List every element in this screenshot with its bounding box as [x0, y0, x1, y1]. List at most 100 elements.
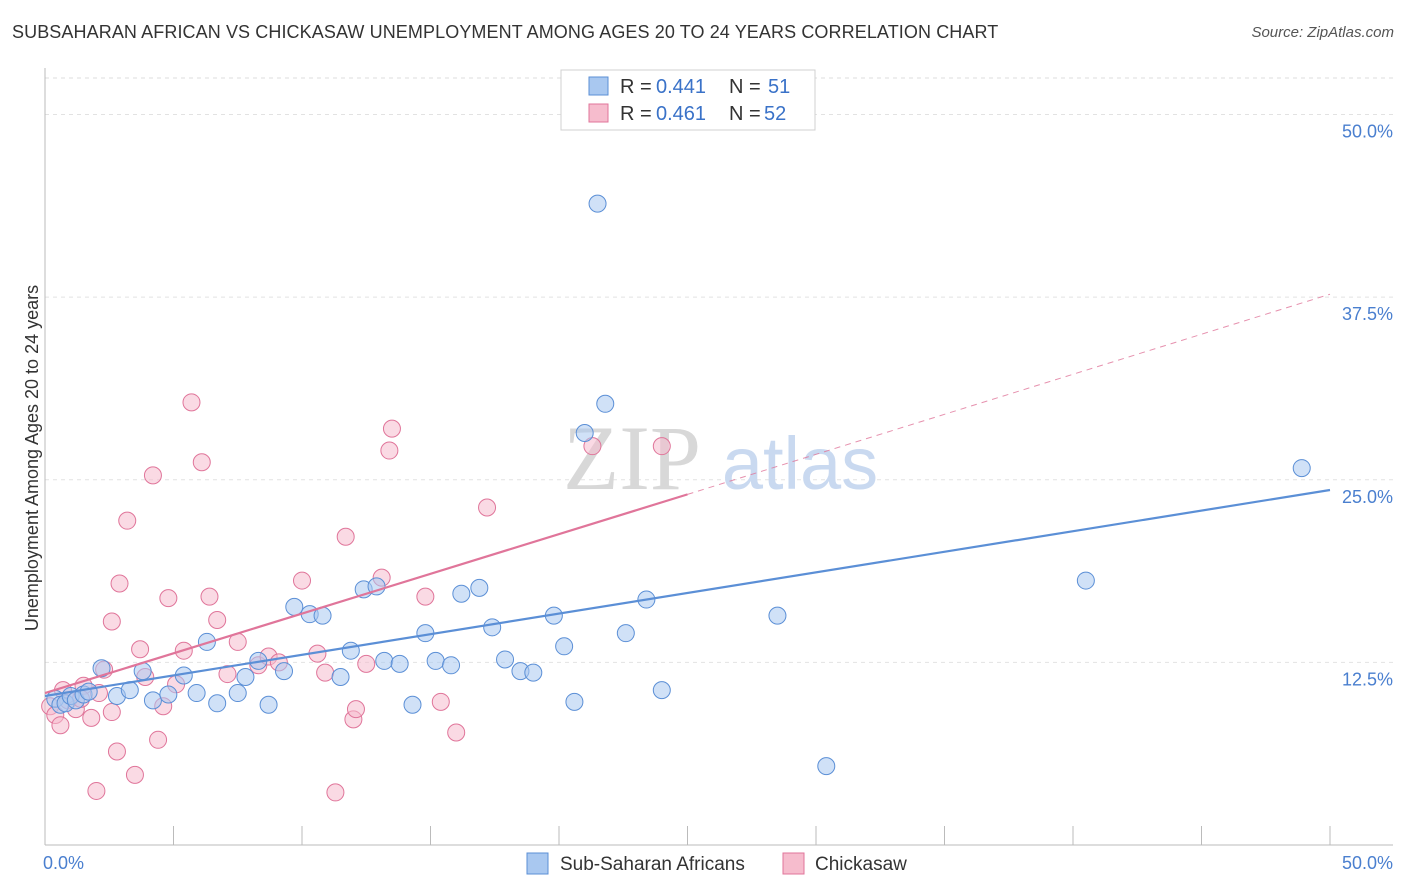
trend-line-chickasaw: [44, 493, 688, 695]
point-chickasaw-32: [293, 571, 311, 590]
point-sub-saharan-africans-53: [1292, 459, 1311, 478]
x-tick-label-max: 50.0%: [1342, 853, 1393, 873]
point-sub-saharan-africans-46: [596, 394, 615, 413]
point-chickasaw-11: [107, 742, 126, 761]
watermark-zip: ZIP: [563, 407, 701, 509]
point-chickasaw-41: [382, 419, 401, 438]
legend-n-value-1: 51: [768, 76, 790, 98]
point-chickasaw-24: [192, 453, 211, 472]
point-sub-saharan-africans-17: [228, 684, 247, 703]
point-chickasaw-13: [118, 511, 137, 530]
point-chickasaw-26: [208, 611, 227, 630]
point-sub-saharan-africans-51: [817, 757, 836, 776]
point-sub-saharan-africans-45: [588, 194, 607, 213]
point-chickasaw-43: [416, 587, 435, 606]
point-sub-saharan-africans-12: [159, 685, 178, 704]
y-tick-label-2: 37.5%: [1342, 304, 1393, 324]
point-chickasaw-23: [182, 393, 201, 412]
point-chickasaw-44: [431, 692, 450, 711]
point-sub-saharan-africans-36: [470, 578, 489, 597]
point-chickasaw-12: [110, 574, 129, 593]
bottom-legend: Sub-Saharan Africans Chickasaw: [526, 852, 907, 875]
point-sub-saharan-africans-22: [285, 597, 304, 616]
point-sub-saharan-africans-14: [187, 684, 206, 703]
point-chickasaw-20: [159, 589, 178, 608]
tick-labels: 12.5% 25.0% 37.5% 50.0% 0.0% 50.0%: [43, 122, 1393, 873]
point-sub-saharan-africans-21: [275, 662, 294, 681]
legend-swatch-subsaharan: [588, 76, 609, 96]
point-chickasaw-9: [102, 612, 121, 631]
point-sub-saharan-africans-35: [452, 584, 471, 603]
point-sub-saharan-africans-28: [367, 577, 386, 596]
point-sub-saharan-africans-52: [1076, 571, 1095, 590]
point-sub-saharan-africans-34: [442, 656, 461, 675]
y-axis-title: Unemployment Among Ages 20 to 24 years: [22, 285, 42, 631]
point-sub-saharan-africans-33: [426, 651, 445, 670]
point-chickasaw-39: [357, 654, 376, 673]
chart-title: SUBSAHARAN AFRICAN VS CHICKASAW UNEMPLOY…: [12, 22, 999, 42]
point-chickasaw-34: [316, 663, 335, 682]
point-sub-saharan-africans-43: [565, 692, 584, 711]
point-sub-saharan-africans-44: [575, 424, 594, 443]
point-sub-saharan-africans-50: [768, 606, 787, 625]
legend-r-value-1: 0.441: [656, 76, 706, 98]
y-tick-label-0: 12.5%: [1342, 669, 1393, 689]
point-sub-saharan-africans-38: [496, 650, 515, 669]
point-sub-saharan-africans-40: [524, 663, 543, 682]
point-chickasaw-47: [583, 437, 602, 456]
legend-swatch-chickasaw: [588, 103, 609, 123]
point-chickasaw-38: [346, 700, 365, 719]
source-label: Source: ZipAtlas.com: [1251, 24, 1394, 41]
axes: [44, 68, 1393, 846]
grid-lines: [45, 77, 1393, 663]
point-sub-saharan-africans-25: [331, 667, 350, 686]
point-chickasaw-25: [200, 587, 219, 606]
point-sub-saharan-africans-11: [143, 691, 162, 710]
point-sub-saharan-africans-30: [390, 654, 409, 673]
point-chickasaw-42: [380, 441, 399, 460]
point-sub-saharan-africans-20: [259, 695, 278, 714]
point-chickasaw-6: [82, 708, 101, 727]
point-chickasaw-14: [125, 765, 144, 784]
legend-n-label-2: N =: [729, 103, 761, 125]
point-sub-saharan-africans-31: [403, 695, 422, 714]
legend-r-label-2: R =: [620, 103, 652, 125]
point-chickasaw-17: [143, 466, 162, 485]
point-sub-saharan-africans-26: [341, 641, 360, 660]
point-chickasaw-18: [149, 730, 168, 749]
legend-box: R = 0.441 N = 51 R = 0.461 N = 52: [560, 69, 816, 131]
y-tick-label-1: 25.0%: [1342, 487, 1393, 507]
trend-line-sub-saharan-africans: [44, 488, 1331, 698]
point-chickasaw-35: [326, 783, 345, 802]
bottom-legend-label-chickasaw: Chickasaw: [815, 854, 907, 875]
legend-n-value-2: 52: [764, 103, 786, 125]
bottom-legend-label-subsaharan: Sub-Saharan Africans: [560, 854, 745, 875]
point-sub-saharan-africans-29: [375, 651, 394, 670]
watermark-atlas: atlas: [722, 422, 878, 505]
point-chickasaw-36: [336, 527, 355, 546]
point-chickasaw-49: [87, 781, 106, 800]
point-chickasaw-2: [51, 716, 70, 735]
trend-lines: [44, 293, 1331, 698]
point-chickasaw-15: [131, 640, 150, 659]
point-sub-saharan-africans-37: [483, 618, 502, 637]
legend-n-label-1: N =: [729, 76, 761, 98]
legend-r-value-2: 0.461: [656, 103, 706, 125]
point-sub-saharan-africans-6: [79, 682, 98, 701]
y-tick-label-3: 50.0%: [1342, 122, 1393, 142]
point-sub-saharan-africans-16: [208, 694, 227, 713]
point-chickasaw-48: [652, 437, 671, 456]
bottom-legend-swatch-subsaharan: [526, 852, 549, 875]
point-chickasaw-27: [218, 665, 237, 684]
point-sub-saharan-africans-42: [555, 637, 574, 656]
point-chickasaw-45: [447, 723, 466, 742]
point-sub-saharan-africans-49: [652, 681, 671, 700]
legend-r-label-1: R =: [620, 76, 652, 98]
bottom-legend-swatch-chickasaw: [782, 852, 805, 875]
x-tick-label-min: 0.0%: [43, 853, 84, 873]
trend-extension-chickasaw: [687, 293, 1331, 495]
point-sub-saharan-africans-47: [616, 624, 635, 643]
point-chickasaw-46: [478, 498, 497, 517]
point-chickasaw-10: [102, 703, 121, 722]
